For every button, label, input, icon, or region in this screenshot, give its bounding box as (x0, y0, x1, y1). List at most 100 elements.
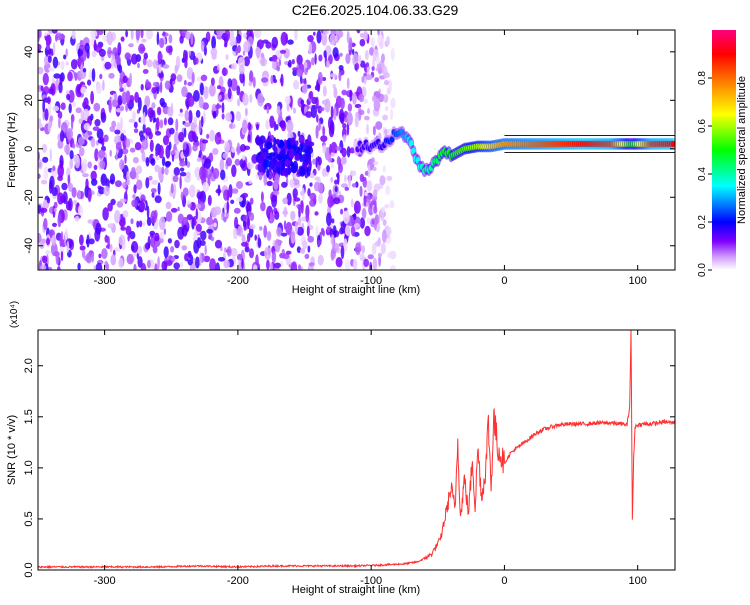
heatmap-noise-cell (53, 73, 61, 79)
heatmap-noise-cell (91, 50, 97, 58)
heatmap-noise-cell (164, 80, 171, 90)
heatmap-noise-cell (143, 52, 148, 60)
heatmap-noise-cell (374, 77, 380, 83)
heatmap-noise-cell (160, 101, 167, 108)
heatmap-noise-cell (127, 234, 130, 242)
heatmap-noise-cell (224, 247, 227, 253)
heatmap-noise-cell (315, 157, 318, 168)
heatmap-noise-cell (38, 122, 43, 129)
heatmap-noise-cell (200, 230, 207, 241)
heatmap-noise-cell (236, 253, 243, 261)
heatmap-noise-cell (350, 198, 354, 208)
heatmap-noise-cell (317, 254, 324, 266)
heatmap-noise-cell (77, 48, 81, 59)
heatmap-noise-cell (48, 66, 56, 72)
heatmap-noise-cell (179, 172, 187, 177)
heatmap-noise-cell (146, 217, 152, 226)
heatmap-noise-cell (236, 181, 243, 189)
heatmap-noise-cell (167, 238, 172, 244)
heatmap-noise-cell (269, 211, 273, 222)
heatmap-noise-cell (245, 107, 248, 117)
heatmap-noise-cell (309, 192, 317, 201)
heatmap-noise-cell (161, 166, 165, 175)
heatmap-noise-cell (199, 82, 204, 96)
chart-title: C2E6.2025.104.06.33.G29 (292, 2, 459, 18)
heatmap-noise-cell (390, 108, 394, 121)
heatmap-noise-cell (264, 246, 272, 260)
heatmap-noise-cell (165, 201, 172, 210)
heatmap-noise-cell (167, 117, 174, 126)
heatmap-noise-cell (384, 204, 390, 209)
heatmap-noise-cell (294, 153, 301, 161)
heatmap-noise-cell (90, 170, 97, 181)
heatmap-noise-cell (55, 78, 60, 91)
x-tick-label: -200 (227, 575, 249, 587)
heatmap-noise-cell (386, 226, 392, 236)
heatmap-noise-cell (184, 59, 188, 69)
heatmap-noise-cell (353, 200, 361, 214)
heatmap-noise-cell (95, 222, 102, 235)
colorbar-tick-label: 0.2 (697, 215, 708, 229)
heatmap-noise-cell (312, 158, 316, 165)
heatmap-noise-cell (225, 54, 229, 61)
heatmap-noise-cell (322, 126, 326, 137)
heatmap-noise-cell (291, 231, 296, 239)
heatmap-noise-cell (132, 156, 139, 164)
heatmap-noise-cell (169, 127, 175, 135)
heatmap-noise-cell (325, 60, 330, 68)
x-tick-label: 0 (501, 275, 507, 287)
heatmap-noise-cell (366, 180, 373, 192)
heatmap-noise-cell (200, 40, 205, 52)
heatmap-noise-cell (335, 257, 343, 268)
heatmap-noise-cell (192, 257, 196, 263)
heatmap-noise-cell (242, 33, 247, 39)
heatmap-noise-cell (284, 95, 291, 105)
heatmap-noise-cell (151, 87, 157, 94)
heatmap-noise-cell (75, 107, 82, 114)
heatmap-noise-cell (146, 205, 150, 220)
heatmap-noise-cell (193, 116, 197, 125)
heatmap-noise-cell (195, 57, 199, 65)
heatmap-noise-cell (150, 235, 156, 248)
heatmap-noise-cell (155, 150, 159, 157)
heatmap-noise-cell (59, 130, 65, 143)
heatmap-noise-cell (292, 107, 297, 114)
heatmap-noise-cell (77, 189, 82, 200)
heatmap-noise-cell (389, 250, 397, 260)
heatmap-noise-cell (82, 101, 87, 109)
heatmap-noise-cell (269, 165, 272, 172)
heatmap-noise-cell (154, 232, 160, 242)
heatmap-noise-cell (80, 86, 87, 94)
heatmap-noise-cell (38, 233, 42, 244)
heatmap-noise-cell (358, 109, 365, 116)
heatmap-noise-cell (95, 262, 103, 270)
heatmap-noise-cell (149, 230, 156, 236)
heatmap-noise-cell (87, 219, 93, 224)
heatmap-noise-cell (292, 188, 298, 199)
heatmap-noise-cell (291, 144, 297, 150)
heatmap-noise-cell (329, 73, 337, 78)
heatmap-noise-cell (165, 145, 171, 159)
heatmap-noise-cell (49, 115, 54, 122)
y-tick-label: 2.0 (23, 358, 35, 373)
x-tick-label: -200 (227, 275, 249, 287)
heatmap-noise-cell (148, 131, 153, 140)
heatmap-noise-cell (212, 168, 220, 179)
heatmap-noise-cell (271, 163, 278, 173)
heatmap-noise-cell (229, 41, 237, 47)
heatmap-noise-cell (40, 179, 48, 185)
heatmap-noise-cell (340, 97, 345, 110)
heatmap-noise-cell (248, 81, 253, 87)
heatmap-noise-cell (203, 45, 207, 56)
heatmap-noise-cell (242, 93, 249, 106)
heatmap-noise-cell (133, 184, 137, 194)
heatmap-noise-cell (307, 188, 311, 197)
heatmap-noise-cell (114, 247, 121, 252)
heatmap-noise-cell (241, 192, 249, 198)
heatmap-noise-cell (307, 35, 314, 43)
heatmap-noise-cell (168, 34, 173, 44)
heatmap-noise-cell (145, 157, 150, 167)
heatmap-noise-cell (327, 157, 332, 163)
heatmap-noise-cell (74, 215, 80, 222)
heatmap-noise-cell (179, 108, 183, 113)
